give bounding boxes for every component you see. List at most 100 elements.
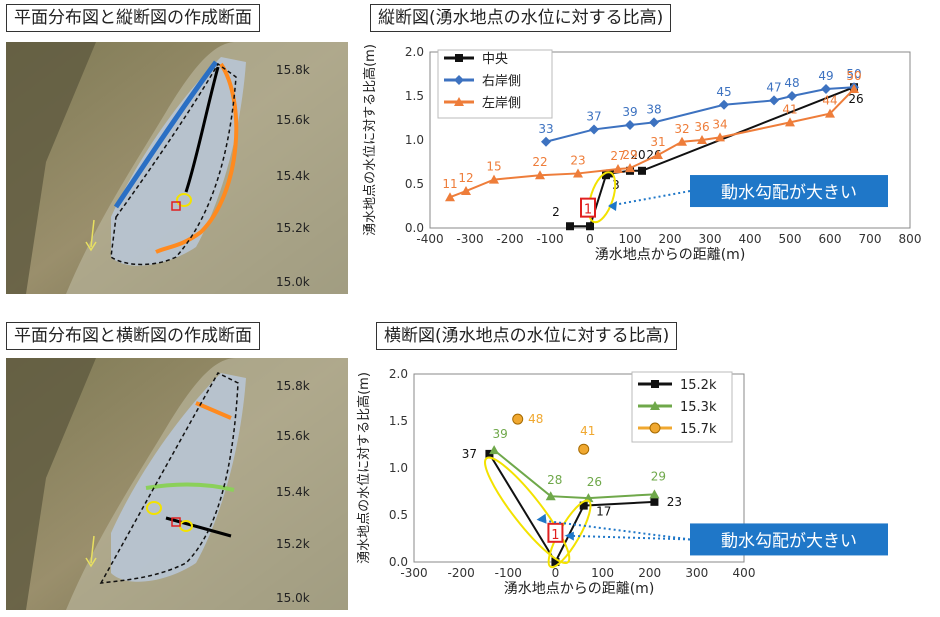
- y-tick-label: 0.5: [389, 508, 408, 522]
- data-label: 48: [784, 76, 799, 90]
- data-label: 20: [630, 148, 645, 162]
- cross-section-chart: 0.0 0.5 1.0 1.5 2.0 -300 -200 -100 0 100 200 300 400…: [356, 367, 888, 597]
- data-label: 11: [442, 177, 457, 191]
- map-label: 15.4k: [276, 485, 310, 499]
- y-tick-label: 0.0: [389, 555, 408, 569]
- triangle-marker: [445, 192, 455, 202]
- data-label: 23: [667, 495, 682, 509]
- triangle-marker: [785, 117, 795, 127]
- data-label: 39: [622, 105, 637, 119]
- data-label: 36: [694, 120, 709, 134]
- callout-arrowhead: [608, 201, 617, 211]
- data-label: 37: [462, 447, 477, 461]
- square-marker: [650, 497, 659, 506]
- x-tick-label: 400: [739, 232, 762, 246]
- bottom-aerial-map: 15.8k 15.6k 15.4k 15.2k 15.0k: [6, 358, 348, 610]
- x-tick-label: 700: [859, 232, 882, 246]
- data-label: 28: [547, 473, 562, 487]
- y-tick-label: 1.5: [405, 89, 424, 103]
- profile-chart: 0.0 0.5 1.0 1.5 2.0 -400 -300 -200 -100 0 100 200 30…: [362, 44, 922, 263]
- legend-label: 15.7k: [680, 422, 717, 437]
- data-label: 29: [651, 469, 666, 483]
- x-tick-label: 200: [638, 566, 661, 580]
- callout-arrowhead: [536, 513, 547, 524]
- y-axis-label: 湧水地点の水位に対する比高(m): [356, 372, 372, 564]
- callout-box: [690, 523, 888, 556]
- triangle-marker: [677, 136, 687, 146]
- callout-text: 動水勾配が大きい: [721, 183, 857, 203]
- legend-label: 左岸側: [482, 96, 521, 111]
- square-marker: [551, 558, 560, 566]
- callout-arrowhead: [564, 531, 574, 541]
- data-label: 22: [532, 155, 547, 169]
- y-tick-label: 2.0: [389, 367, 408, 381]
- circle-marker: [649, 422, 661, 434]
- x-axis-label: 湧水地点からの距離(m): [595, 246, 746, 263]
- x-tick-label: 0: [552, 566, 560, 580]
- square-marker: [455, 54, 463, 62]
- x-tick-label: -300: [400, 566, 427, 580]
- highlight-ellipse: [484, 456, 571, 565]
- data-label: 26: [848, 92, 863, 106]
- data-label: 44: [822, 94, 837, 108]
- highlight-ellipse: [587, 171, 617, 224]
- diamond-marker: [787, 91, 797, 101]
- triangle-marker: [489, 445, 500, 455]
- data-label: 48: [528, 412, 543, 426]
- data-label: 41: [580, 424, 595, 438]
- top-aerial-map: 15.8k 15.6k 15.4k 15.2k 15.0k: [6, 42, 348, 294]
- legend-label: 15.3k: [680, 400, 717, 415]
- triangle-marker: [649, 489, 660, 499]
- triangle-marker: [613, 164, 623, 174]
- map-label: 15.4k: [276, 169, 310, 183]
- x-tick-label: -200: [448, 566, 475, 580]
- triangle-marker: [454, 97, 464, 106]
- x-tick-label: 500: [779, 232, 802, 246]
- map-label: 15.0k: [276, 591, 310, 605]
- x-tick-label: 200: [659, 232, 682, 246]
- triangle-marker: [849, 83, 859, 93]
- callout-box: [690, 175, 888, 208]
- diamond-marker: [649, 117, 659, 128]
- diamond-marker: [821, 83, 831, 94]
- diamond-marker: [454, 75, 464, 85]
- callout-arrow: [564, 534, 691, 541]
- square-marker: [579, 501, 588, 510]
- data-label: 39: [493, 427, 508, 441]
- data-label: 38: [646, 102, 661, 116]
- data-label: 45: [716, 85, 731, 99]
- y-tick-label: 1.5: [389, 414, 408, 428]
- data-label: 34: [712, 117, 727, 131]
- callout-text: 動水勾配が大きい: [721, 531, 857, 551]
- y-tick-label: 2.0: [405, 45, 424, 59]
- y-axis-label: 湧水地点の水位に対する比高(m): [362, 44, 378, 236]
- x-tick-label: 300: [685, 566, 708, 580]
- map-label: 15.8k: [276, 379, 310, 393]
- x-tick-label: -300: [456, 232, 483, 246]
- data-label: 15: [486, 160, 501, 174]
- data-label: 41: [782, 102, 797, 116]
- x-tick-label: 100: [591, 566, 614, 580]
- circle-marker: [512, 413, 524, 425]
- triangle-marker: [653, 149, 663, 159]
- x-tick-label: -100: [495, 566, 522, 580]
- triangle-marker: [489, 174, 499, 184]
- diamond-marker: [541, 136, 551, 147]
- y-tick-label: 1.0: [389, 461, 408, 475]
- diamond-marker: [589, 124, 599, 135]
- triangle-marker: [461, 186, 471, 196]
- x-tick-label: 400: [733, 566, 756, 580]
- data-label: 50: [846, 67, 861, 81]
- callout-arrow: [607, 190, 691, 207]
- x-tick-label: 600: [819, 232, 842, 246]
- x-tick-label: -400: [416, 232, 443, 246]
- data-label: 27: [610, 149, 625, 163]
- data-label: 31: [650, 135, 665, 149]
- spring-marker-box: [580, 197, 596, 218]
- data-label: 32: [674, 122, 689, 136]
- square-marker: [566, 222, 574, 231]
- map-label: 15.8k: [276, 63, 310, 77]
- data-label: 49: [818, 69, 833, 83]
- x-tick-label: 800: [899, 232, 922, 246]
- triangle-marker: [573, 168, 583, 178]
